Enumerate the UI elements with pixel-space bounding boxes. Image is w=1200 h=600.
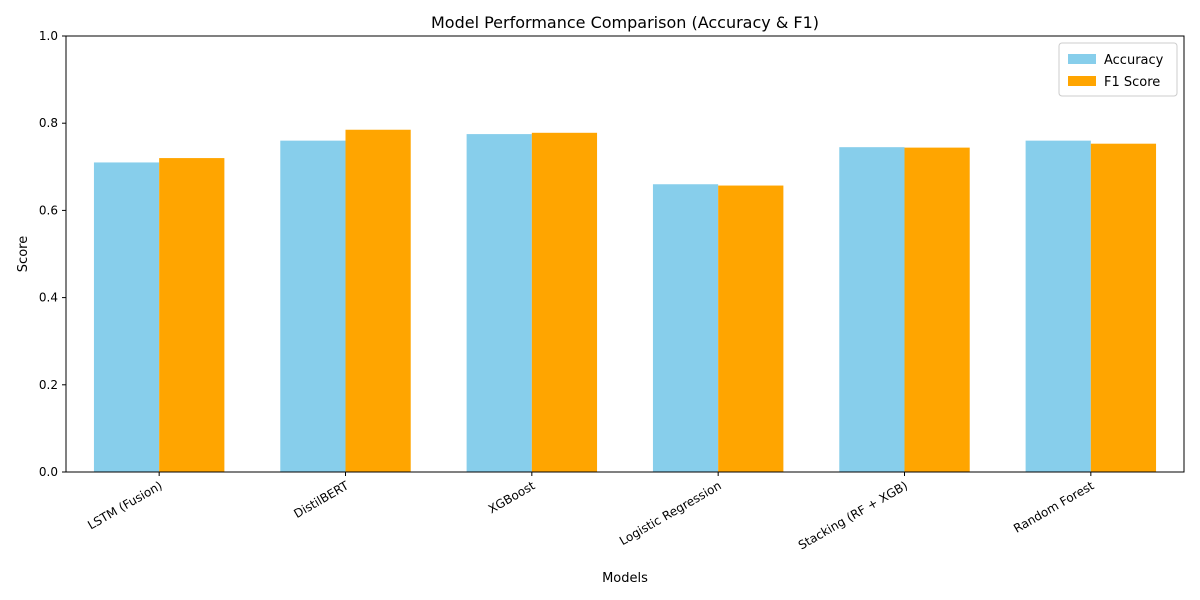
- bar-f1-score-3: [718, 185, 784, 472]
- bar-f1-score-4: [904, 147, 970, 472]
- bar-f1-score-1: [345, 129, 411, 473]
- bars-layer: [93, 129, 1157, 473]
- bar-f1-score-0: [159, 158, 225, 472]
- bar-f1-score-5: [1090, 143, 1157, 472]
- x-tick-label: DistilBERT: [291, 478, 351, 521]
- bar-accuracy-3: [652, 184, 719, 473]
- bar-f1-score-2: [531, 132, 598, 473]
- bar-accuracy-4: [839, 147, 905, 472]
- x-tick-label: Logistic Regression: [617, 478, 724, 548]
- bar-accuracy-2: [466, 134, 532, 472]
- plot-frame: [65, 35, 1185, 473]
- x-tick-label: Random Forest: [1011, 478, 1096, 535]
- bar-accuracy-5: [1025, 140, 1091, 472]
- y-tick-label: 0.8: [39, 116, 58, 130]
- x-tick-label: XGBoost: [486, 478, 538, 516]
- legend-label-f1-score: F1 Score: [1104, 75, 1160, 90]
- legend: Accuracy F1 Score: [1058, 42, 1178, 97]
- y-tick-label: 0.6: [39, 203, 58, 217]
- chart-title: Model Performance Comparison (Accuracy &…: [431, 13, 819, 32]
- legend-swatch-accuracy: [1068, 54, 1096, 64]
- bar-accuracy-1: [280, 140, 346, 472]
- y-axis-label: Score: [16, 236, 31, 272]
- y-tick-label: 1.0: [39, 29, 58, 43]
- legend-label-accuracy: Accuracy: [1104, 53, 1164, 68]
- x-tick-label: LSTM (Fusion): [85, 478, 164, 532]
- axes-layer: [65, 35, 1185, 473]
- y-tick-label: 0.2: [39, 378, 58, 392]
- x-axis-label: Models: [602, 571, 648, 586]
- y-tick-label: 0.4: [39, 291, 58, 305]
- y-tick-label: 0.0: [39, 465, 58, 479]
- legend-swatch-f1-score: [1068, 76, 1096, 86]
- x-tick-label: Stacking (RF + XGB): [796, 478, 910, 552]
- bar-accuracy-0: [93, 162, 160, 472]
